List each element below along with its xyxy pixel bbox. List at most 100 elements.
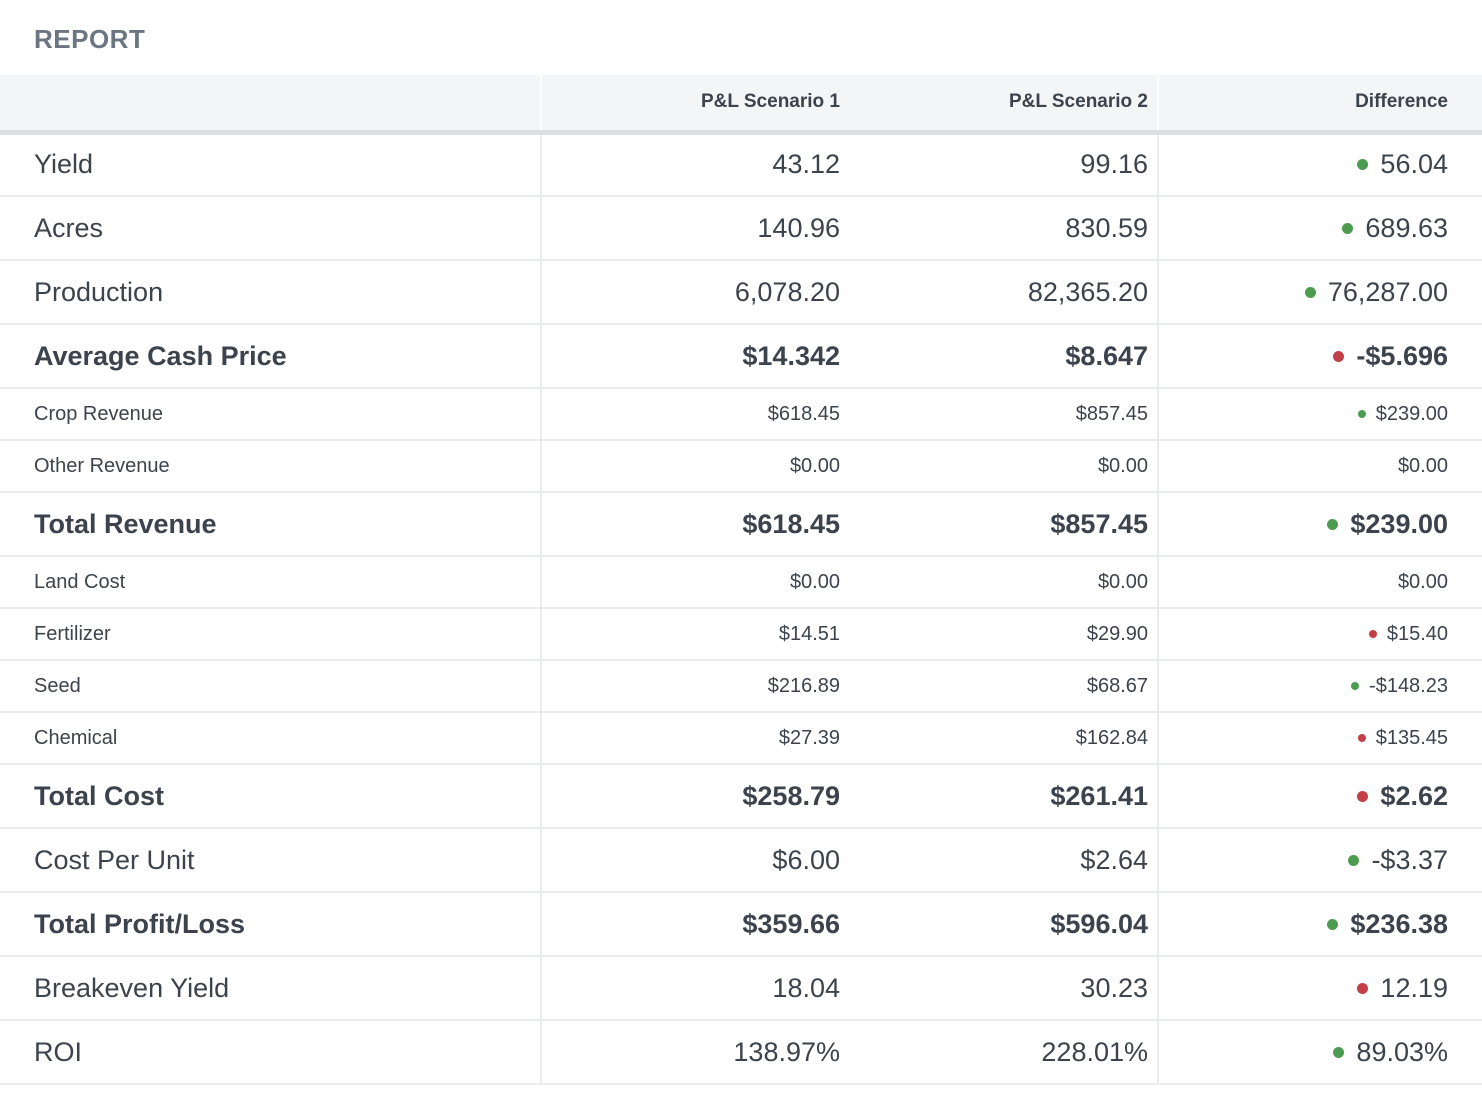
table-row: Yield 43.12 99.16 56.04 (0, 132, 1482, 197)
table-row: Chemical $27.39 $162.84 $135.45 (0, 712, 1482, 765)
row-label-cell: Total Revenue (0, 492, 541, 557)
diff-value: $236.38 (1350, 908, 1448, 939)
row-label-cell: Average Cash Price (0, 324, 541, 389)
diff-indicator-dot (1357, 409, 1366, 418)
table-row: ROI 138.97% 228.01% 89.03% (0, 1020, 1482, 1085)
diff-indicator-dot (1351, 681, 1360, 690)
diff-value: 89.03% (1356, 1036, 1448, 1067)
row-label-cell: Total Cost (0, 764, 541, 829)
table-row: Fertilizer $14.51 $29.90 $15.40 (0, 608, 1482, 661)
diff-value: 76,287.00 (1327, 276, 1448, 307)
scenario-2-value-cell: $29.90 (849, 608, 1158, 661)
scenario-2-value-cell: $0.00 (849, 556, 1158, 609)
scenario-2-value-cell: $857.45 (849, 492, 1158, 557)
diff-indicator-dot (1333, 1046, 1345, 1058)
diff-indicator-dot (1327, 918, 1339, 930)
diff-value: 689.63 (1365, 212, 1448, 243)
difference-value-cell: -$5.696 (1157, 324, 1482, 389)
difference-value-cell: -$3.37 (1157, 828, 1482, 893)
difference-value-cell: -$148.23 (1157, 660, 1482, 713)
scenario-2-value-cell: $8.647 (849, 324, 1158, 389)
column-header-blank (0, 75, 541, 135)
difference-value-cell: $239.00 (1157, 492, 1482, 557)
diff-indicator-dot (1357, 733, 1366, 742)
scenario-2-value-cell: $2.64 (849, 828, 1158, 893)
difference-value-cell: $239.00 (1157, 388, 1482, 441)
table-row: Cost Per Unit $6.00 $2.64 -$3.37 (0, 828, 1482, 893)
diff-value: -$148.23 (1369, 674, 1448, 697)
diff-indicator-dot (1327, 518, 1339, 530)
table-row: Breakeven Yield 18.04 30.23 12.19 (0, 956, 1482, 1021)
scenario-2-value-cell: 830.59 (849, 196, 1158, 261)
table-row: Seed $216.89 $68.67 -$148.23 (0, 660, 1482, 713)
difference-value-cell: $0.00 (1157, 440, 1482, 493)
diff-value: $135.45 (1375, 726, 1448, 749)
diff-indicator-dot (1368, 629, 1377, 638)
scenario-1-value-cell: $216.89 (540, 660, 849, 713)
column-header-scenario-1: P&L Scenario 1 (540, 75, 849, 135)
difference-value-cell: $2.62 (1157, 764, 1482, 829)
scenario-2-value-cell: 82,365.20 (849, 260, 1158, 325)
table-header-row: P&L Scenario 1 P&L Scenario 2 Difference (0, 75, 1482, 135)
diff-indicator-dot (1333, 350, 1345, 362)
table-row: Total Profit/Loss $359.66 $596.04 $236.3… (0, 892, 1482, 957)
diff-value: $2.62 (1380, 780, 1448, 811)
scenario-1-value-cell: $618.45 (540, 492, 849, 557)
scenario-1-value-cell: 140.96 (540, 196, 849, 261)
report-title-bar: REPORT (0, 0, 1482, 75)
scenario-1-value-cell: $618.45 (540, 388, 849, 441)
diff-indicator-dot (1357, 159, 1369, 171)
column-header-scenario-2: P&L Scenario 2 (849, 75, 1158, 135)
difference-value-cell: 89.03% (1157, 1020, 1482, 1085)
difference-value-cell: 56.04 (1157, 132, 1482, 197)
row-label-cell: Seed (0, 660, 541, 713)
table-row: Other Revenue $0.00 $0.00 $0.00 (0, 440, 1482, 493)
diff-indicator-dot (1342, 222, 1354, 234)
diff-indicator-dot (1348, 854, 1360, 866)
diff-indicator-dot (1357, 982, 1369, 994)
table-row: Total Revenue $618.45 $857.45 $239.00 (0, 492, 1482, 557)
difference-value-cell: 12.19 (1157, 956, 1482, 1021)
diff-value: 56.04 (1380, 149, 1448, 180)
report-table: P&L Scenario 1 P&L Scenario 2 Difference… (0, 75, 1482, 1085)
scenario-1-value-cell: 6,078.20 (540, 260, 849, 325)
diff-value: $0.00 (1397, 570, 1448, 593)
row-label-cell: Cost Per Unit (0, 828, 541, 893)
row-label-cell: Yield (0, 132, 541, 197)
row-label-cell: Other Revenue (0, 440, 541, 493)
scenario-2-value-cell: $162.84 (849, 712, 1158, 765)
scenario-2-value-cell: $0.00 (849, 440, 1158, 493)
scenario-1-value-cell: $359.66 (540, 892, 849, 957)
diff-value: 12.19 (1380, 972, 1448, 1003)
scenario-1-value-cell: 43.12 (540, 132, 849, 197)
scenario-2-value-cell: $596.04 (849, 892, 1158, 957)
diff-value: $15.40 (1386, 622, 1448, 645)
page-title: REPORT (34, 24, 146, 54)
table-row: Acres 140.96 830.59 689.63 (0, 196, 1482, 261)
report-table-body: Yield 43.12 99.16 56.04 Acres 140.96 830… (0, 132, 1482, 1085)
scenario-1-value-cell: $14.51 (540, 608, 849, 661)
scenario-1-value-cell: $258.79 (540, 764, 849, 829)
scenario-1-value-cell: $6.00 (540, 828, 849, 893)
scenario-1-value-cell: 18.04 (540, 956, 849, 1021)
scenario-1-value-cell: $0.00 (540, 556, 849, 609)
table-row: Production 6,078.20 82,365.20 76,287.00 (0, 260, 1482, 325)
diff-value: $0.00 (1397, 454, 1448, 477)
row-label-cell: Land Cost (0, 556, 541, 609)
diff-value: -$3.37 (1371, 844, 1448, 875)
row-label-cell: Total Profit/Loss (0, 892, 541, 957)
row-label-cell: Breakeven Yield (0, 956, 541, 1021)
scenario-1-value-cell: $0.00 (540, 440, 849, 493)
scenario-2-value-cell: 228.01% (849, 1020, 1158, 1085)
column-header-difference: Difference (1157, 75, 1482, 135)
difference-value-cell: $135.45 (1157, 712, 1482, 765)
scenario-1-value-cell: $14.342 (540, 324, 849, 389)
difference-value-cell: $0.00 (1157, 556, 1482, 609)
scenario-2-value-cell: $261.41 (849, 764, 1158, 829)
row-label-cell: Crop Revenue (0, 388, 541, 441)
diff-indicator-dot (1304, 286, 1316, 298)
row-label-cell: Production (0, 260, 541, 325)
difference-value-cell: $236.38 (1157, 892, 1482, 957)
row-label-cell: Chemical (0, 712, 541, 765)
table-row: Average Cash Price $14.342 $8.647 -$5.69… (0, 324, 1482, 389)
